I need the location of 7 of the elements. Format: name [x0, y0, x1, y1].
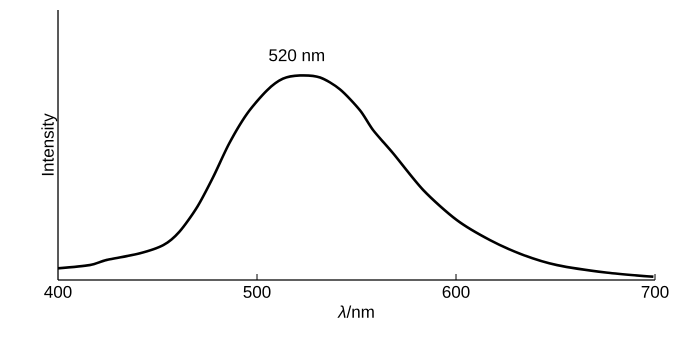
x-tick-label: 400	[44, 286, 72, 298]
x-tick-label: 500	[244, 286, 271, 298]
x-axis-title: λ/nm	[337, 305, 374, 318]
y-axis-title: Intensity	[41, 113, 58, 176]
x-tick-label: 700	[642, 286, 669, 298]
annotation: 520 nm	[269, 49, 324, 62]
x-tick-label: 600	[442, 286, 470, 298]
